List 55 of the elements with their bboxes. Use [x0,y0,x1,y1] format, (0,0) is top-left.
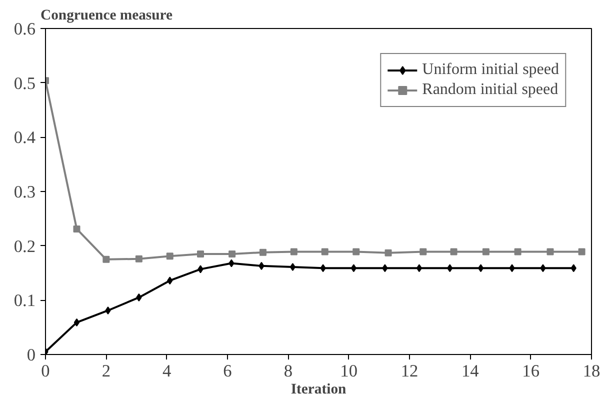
x-tick-label: 12 [400,362,418,380]
point [228,259,234,268]
point [135,255,142,262]
point [197,250,204,258]
x-tick-label: 16 [522,362,540,380]
point [482,248,490,256]
x-tick-label: 6 [223,362,232,380]
point [416,264,422,272]
point [420,248,427,256]
point [166,252,174,260]
x-tick-label: 18 [582,362,600,380]
point [198,265,204,274]
point [350,264,357,272]
y-tick-label: 0.3 [14,182,36,202]
point [167,276,173,285]
x-tick-label: 4 [162,362,172,380]
point [578,248,586,256]
y-tick-label: 0.1 [14,291,36,310]
y-tick-label: 0.2 [14,236,36,256]
point [320,264,326,272]
point [546,248,554,256]
x-tick-label: 14 [462,362,480,380]
point [570,264,576,272]
point [384,249,392,256]
point [228,250,236,258]
y-tick-label: 0.5 [14,74,36,93]
point [102,256,110,263]
point [478,264,484,272]
point [382,264,388,272]
y-tick-label: 0.6 [14,20,36,38]
legend-label: Uniform initial speed [422,61,559,79]
point [136,293,142,302]
point [352,248,360,256]
point [447,264,453,272]
point [259,248,266,256]
x-tick-label: 10 [340,362,358,380]
x-tick-label: 2 [102,362,111,380]
y-tick-label: 0 [26,346,36,364]
y-tick-label: 0.4 [14,128,36,148]
point [290,263,296,272]
point [509,264,515,272]
point [290,248,298,256]
y-axis-title: Congruence measure [40,8,174,24]
point [540,264,546,272]
point [105,306,111,314]
point [258,262,264,270]
x-tick-label: 8 [284,362,293,380]
point [450,248,458,256]
point [74,318,80,326]
point [514,248,522,256]
point [73,225,80,232]
point [321,248,328,256]
x-tick-label: 0 [41,362,50,380]
legend-label: Random initial speed [422,81,558,99]
x-axis-title: Iteration [290,382,346,398]
